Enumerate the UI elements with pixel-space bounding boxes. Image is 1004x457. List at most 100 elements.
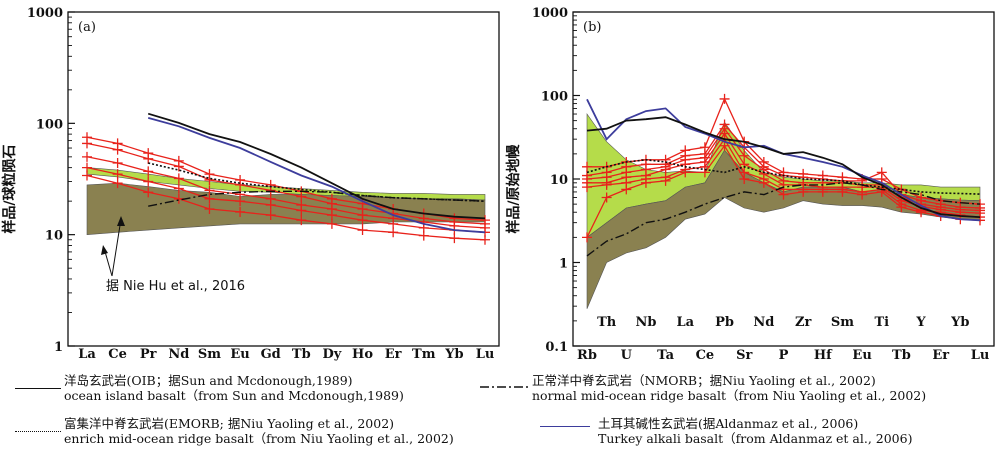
sample-point [660,175,671,186]
sample-point [778,189,789,200]
y-tick-label: 100 [36,117,63,132]
sample-point [418,230,429,241]
x-tick-label: La [676,315,694,330]
legend-turkey-swatch [540,426,590,427]
y-tick-label: 10 [45,229,63,244]
sample-point [296,215,307,226]
sample-point [265,199,276,210]
sample-point [449,233,460,244]
sample-point [739,150,750,161]
sample-point [296,191,307,202]
y-tick-label: 1000 [532,6,568,21]
x-tick-label: Yb [444,347,463,362]
x-tick-label: Ce [108,347,127,362]
sample-point [235,196,246,207]
sample-point [112,178,123,189]
panel-label: (b) [583,20,601,35]
sample-point [680,167,691,178]
x-tick-label: P [779,348,789,363]
sample-point [112,144,123,155]
sample-point [326,210,337,221]
series-line-turkey [147,117,486,234]
legend-nmorb-en: normal mid-ocean ridge basalt（from Niu Y… [532,388,927,403]
x-tick-label: Th [597,315,617,330]
y-axis-label: 样品/球粒陨石 [1,144,18,233]
x-tick-label: Lu [971,348,990,363]
chart-b: 0.1 1 10 100 1000 样品/原始地幔 (b) Rb Th U Nb Ta La Ce Pb Sr… [505,6,995,363]
legend-turkey-en: Turkey alkali basalt（from Aldanmaz et al… [598,431,913,446]
sample-point [719,93,730,104]
sample-point [896,202,907,213]
series-line-sample [86,174,486,241]
sample-point [235,179,246,190]
sample-point [265,210,276,221]
x-tick-label: Ce [696,348,715,363]
x-tick-label: Ho [352,347,373,362]
x-tick-label: Er [385,347,402,362]
sample-point [621,184,632,195]
series-line-nmorb [148,190,486,207]
legend-nmorb-cn: 正常洋中脊玄武岩（NMORB；据Niu Yaoling et al., 2002… [532,373,876,388]
x-tick-label: Nd [168,347,189,362]
sample-point [601,179,612,190]
y-tick-label: 1 [54,340,63,355]
sample-point [173,173,184,184]
plot-frame [67,11,500,347]
y-tick-label: 0.1 [545,340,568,355]
y-tick-label: 10 [550,173,568,188]
sample-point [82,151,92,162]
sample-point [357,225,368,236]
x-tick-label: Tb [292,347,311,362]
x-tick-label: Er [932,348,949,363]
sample-point [82,138,92,149]
legend-emorb-en: enrich mid-ocean ridge basalt（from Niu Y… [64,431,454,446]
sample-point [388,218,399,229]
x-tick-label: Pb [715,315,734,330]
x-tick-label: La [78,347,96,362]
sample-point [601,192,612,203]
series-line-sample [86,156,486,229]
x-tick-label: Eu [852,348,871,363]
y-tick-label: 1000 [27,6,63,21]
sample-point [857,189,868,200]
sample-point [204,185,215,196]
sample-point [480,234,490,245]
annotation-arrowhead [117,216,125,226]
sample-point [837,186,848,197]
y-tick-label: 100 [541,90,568,105]
sample-point [112,169,123,180]
sample-point [357,215,368,226]
x-tick-label: U [621,348,633,363]
series-line-nmorb [586,182,981,257]
x-tick-label: Pr [140,347,157,362]
sample-point [143,153,154,164]
sample-point [582,161,592,172]
sample-point [876,167,887,178]
sample-point [582,182,592,193]
legend-oib-en: ocean island basalt（from Sun and Mcdonou… [64,388,404,403]
sample-point [143,166,154,177]
x-tick-label: Ti [874,315,889,330]
x-tick-label: Eu [230,347,249,362]
y-axis-label: 样品/原始地幔 [505,143,522,233]
sample-point [388,227,399,238]
sample-point [204,204,215,215]
x-tick-label: Hf [814,348,833,363]
x-tick-label: Rb [577,348,597,363]
sample-point [582,232,592,243]
x-tick-label: Sm [198,347,221,362]
series-line-emorb [148,162,486,202]
legend-turkey-cn: 土耳其碱性玄武岩(据Aldanmaz et al., 2006) [598,416,859,431]
x-tick-label: Zr [795,315,811,330]
sample-point [173,161,184,172]
series-line-oib [147,112,486,220]
x-tick-label: Sr [736,348,752,363]
x-tick-label: Tm [412,347,436,362]
series-line-emorb [586,158,981,195]
sample-point [296,205,307,216]
sample-point [817,186,828,197]
sample-point [235,206,246,217]
sample-point [82,170,92,181]
x-tick-label: Yb [950,315,969,330]
